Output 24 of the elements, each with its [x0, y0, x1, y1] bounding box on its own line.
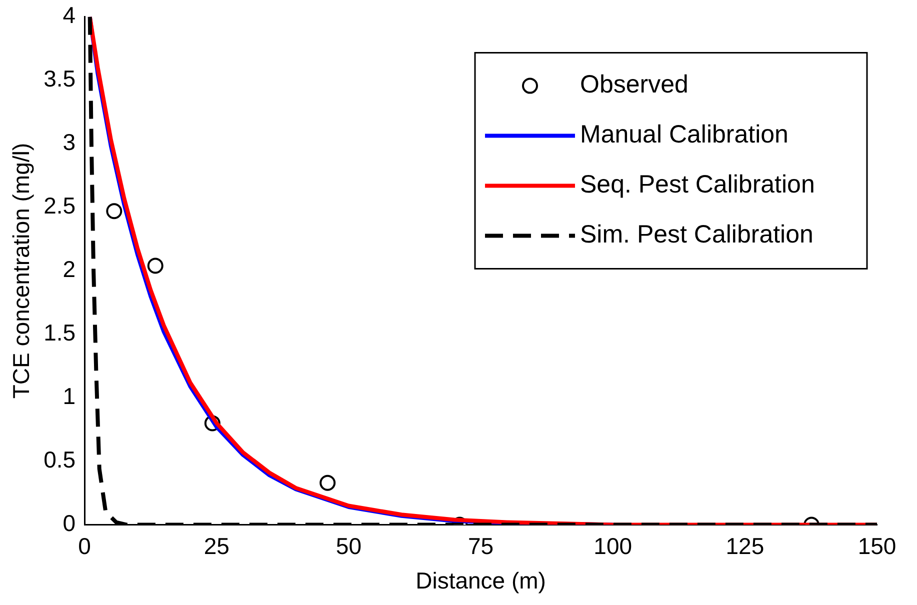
y-tick-label: 4 [62, 2, 76, 28]
x-axis-title: Distance (m) [416, 568, 546, 594]
point [106, 203, 122, 220]
y-tick-label: 1 [62, 383, 76, 410]
y-tick-label: 1.5 [44, 320, 76, 346]
point [147, 258, 164, 274]
y-tick-label: 2 [62, 256, 76, 282]
legend-label: Seq. Pest Calibration [580, 170, 815, 199]
x-tick-label: 100 [594, 532, 632, 559]
x-tick-label: 75 [468, 532, 494, 559]
y-tick-label: 0.5 [44, 446, 76, 473]
x-tick-label: 150 [858, 532, 896, 559]
x-tick-label: 25 [204, 532, 230, 559]
legend-label: Observed [580, 70, 688, 99]
point [320, 474, 336, 491]
y-tick-label: 3 [62, 129, 76, 156]
y-tick-label: 3.5 [44, 66, 76, 92]
x-tick-label: 125 [726, 532, 764, 559]
x-tick-label: 50 [336, 532, 362, 559]
y-axis-title: TCE concentration (mg/l) [8, 142, 34, 399]
legend-label: Manual Calibration [580, 120, 788, 149]
legend-label: Sim. Pest Calibration [580, 220, 814, 249]
y-tick-label: 2.5 [44, 192, 76, 219]
y-tick-label: 0 [62, 510, 76, 536]
